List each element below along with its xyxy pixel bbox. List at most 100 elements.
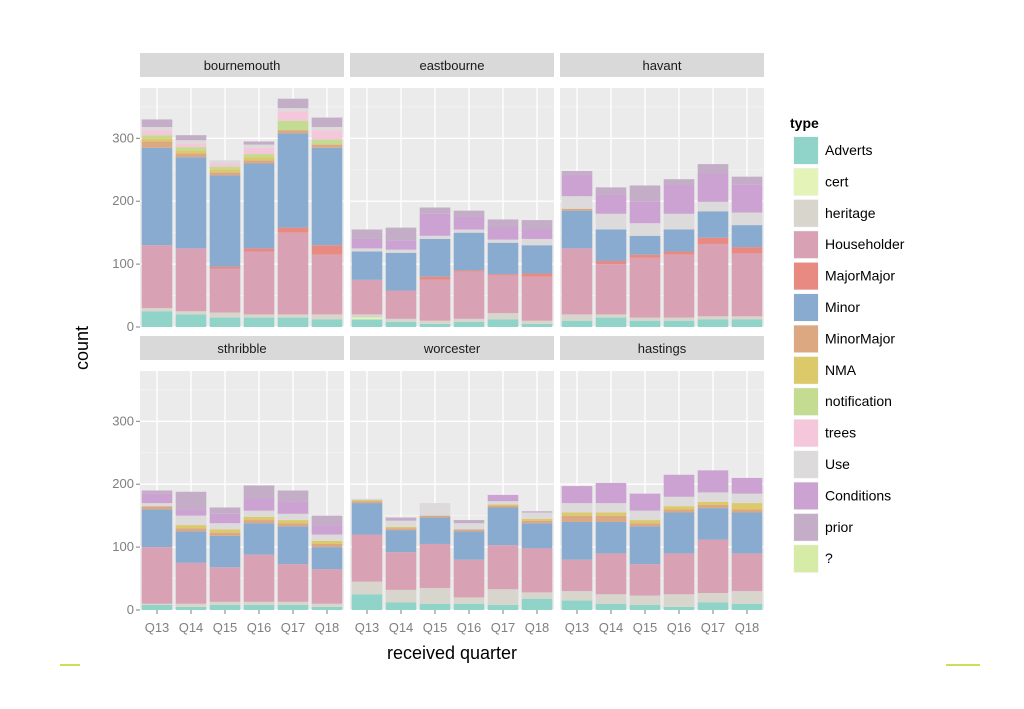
bar-segment-havant-Q13-minor <box>561 210 593 249</box>
y-tick-label: 200 <box>112 193 134 208</box>
legend-swatch <box>794 294 818 321</box>
bar-segment-worcester-Q15-heritage <box>419 587 451 604</box>
bar-segment-worcester-Q17-conditions <box>487 494 519 502</box>
bar-segment-worcester-Q14-nma <box>385 526 417 529</box>
bar-segment-sthribble-Q18-adverts <box>311 606 343 610</box>
x-tick-label: Q15 <box>633 620 658 635</box>
x-axis-title: received quarter <box>387 643 517 663</box>
bar-segment-sthribble-Q15-nma <box>209 529 241 533</box>
bar-segment-havant-Q13-prior <box>561 171 593 175</box>
bar-segment-bournemouth-Q16-prior <box>243 141 275 145</box>
bar-segment-sthribble-Q16-prior <box>243 485 275 499</box>
bar-segment-bournemouth-Q14-adverts <box>175 314 207 327</box>
bar-segment-bournemouth-Q13-use <box>141 126 173 131</box>
bar-segment-sthribble-Q15-conditions <box>209 513 241 524</box>
bar-segment-sthribble-Q18-nma <box>311 540 343 544</box>
bar-segment-bournemouth-Q15-minor <box>209 175 241 267</box>
legend-item-prior: prior <box>792 512 853 543</box>
bar-segment-bournemouth-Q15-minormajor <box>209 172 241 176</box>
bar-segment-eastbourne-Q16-heritage <box>453 318 485 322</box>
bar-segment-bournemouth-Q17-householder <box>277 232 309 315</box>
bar-segment-bournemouth-Q13-notification <box>141 135 173 139</box>
x-tick-label: Q13 <box>145 620 170 635</box>
bar-segment-havant-Q14-prior <box>595 187 627 195</box>
bar-segment-worcester-Q17-minor <box>487 507 519 546</box>
strip-label-hastings: hastings <box>638 341 687 356</box>
legend-swatch <box>794 388 818 416</box>
panel-background <box>140 88 344 327</box>
bar-segment-bournemouth-Q15-use <box>209 160 241 164</box>
bar-segment-eastbourne-Q13-conditions <box>351 238 383 249</box>
legend-item-conditions: Conditions <box>792 480 891 511</box>
x-tick-label: Q17 <box>701 620 726 635</box>
bar-segment-worcester-Q16-heritage <box>453 597 485 604</box>
bar-segment-havant-Q17-adverts <box>697 319 729 327</box>
bar-segment-havant-Q16-heritage <box>663 317 695 321</box>
x-tick-label: Q14 <box>599 620 624 635</box>
strip-hastings <box>560 336 764 360</box>
x-tick-label: Q14 <box>179 620 204 635</box>
bar-segment-bournemouth-Q16-adverts <box>243 317 275 327</box>
bar-segment-bournemouth-Q18-minormajor <box>311 144 343 148</box>
bar-segment-hastings-Q17-minor <box>697 508 729 540</box>
bar-segment-sthribble-Q15-heritage <box>209 601 241 605</box>
bar-segment-sthribble-Q16-householder <box>243 554 275 602</box>
bar-segment-eastbourne-Q17-prior <box>487 219 519 227</box>
bar-segment-sthribble-Q14-adverts <box>175 606 207 610</box>
bar-segment-sthribble-Q13-use <box>141 503 173 507</box>
bar-segment-eastbourne-Q17-householder <box>487 275 519 314</box>
bar-segment-bournemouth-Q15-majormajor <box>209 266 241 269</box>
bar-segment-havant-Q15-conditions <box>629 201 661 224</box>
bar-segment-havant-Q18-prior <box>731 176 763 185</box>
bar-segment-bournemouth-Q13-minormajor <box>141 141 173 148</box>
x-tick-label: Q15 <box>213 620 238 635</box>
bar-segment-worcester-Q17-use <box>487 501 519 505</box>
bar-segment-eastbourne-Q15-prior <box>419 207 451 214</box>
panel-background <box>350 88 554 327</box>
legend-item-notification: notification <box>792 386 892 417</box>
bar-segment-hastings-Q18-nma <box>731 503 763 510</box>
bar-segment-hastings-Q17-minormajor <box>697 504 729 509</box>
bar-segment-eastbourne-Q17-majormajor <box>487 274 519 276</box>
bar-segment-hastings-Q13-use <box>561 503 593 513</box>
bar-segment-sthribble-Q18-heritage <box>311 603 343 607</box>
bar-segment-eastbourne-Q13-use <box>351 248 383 252</box>
legend-label: prior <box>825 519 853 535</box>
bar-segment-havant-Q13-heritage <box>561 314 593 321</box>
legend-swatch <box>794 325 818 353</box>
bar-segment-sthribble-Q15-adverts <box>209 604 241 610</box>
legend-label: Minor <box>825 299 860 315</box>
bar-segment-bournemouth-Q18-minor <box>311 147 343 246</box>
y-tick-label: 0 <box>127 602 134 617</box>
bar-segment-hastings-Q18-minor <box>731 512 763 554</box>
bar-segment-hastings-Q17-householder <box>697 539 729 594</box>
bar-segment-havant-Q18-majormajor <box>731 247 763 254</box>
bar-segment-sthribble-Q17-heritage <box>277 601 309 605</box>
bar-segment-havant-Q15-householder <box>629 257 661 318</box>
legend-item-trees: trees <box>792 418 856 449</box>
bar-segment-bournemouth-Q16-minor <box>243 163 275 249</box>
bar-segment-bournemouth-Q17-heritage <box>277 314 309 318</box>
bar-segment-worcester-Q16-use <box>453 523 485 530</box>
bar-segment-worcester-Q13-minormajor <box>351 501 383 504</box>
bar-segment-eastbourne-Q15-conditions <box>419 213 451 236</box>
bar-segment-eastbourne-Q14-minor <box>385 252 417 291</box>
bar-segment-worcester-Q18-nma <box>521 518 553 521</box>
bar-segment-eastbourne-Q15-householder <box>419 279 451 321</box>
bar-segment-bournemouth-Q13-minor <box>141 147 173 246</box>
bar-segment-eastbourne-Q17-heritage <box>487 313 519 320</box>
bar-segment-havant-Q13-use <box>561 196 593 209</box>
bar-segment-bournemouth-Q17-adverts <box>277 317 309 327</box>
bar-segment-havant-Q18-conditions <box>731 184 763 213</box>
strip-label-bournemouth: bournemouth <box>204 58 281 73</box>
bar-segment-bournemouth-Q16-notification <box>243 154 275 158</box>
x-tick-label: Q17 <box>281 620 306 635</box>
bar-segment-worcester-Q18-minor <box>521 523 553 549</box>
bar-segment-hastings-Q13-conditions <box>561 486 593 504</box>
bar-segment-bournemouth-Q14-use <box>175 140 207 144</box>
bar-segment-sthribble-Q15-use <box>209 523 241 530</box>
bar-segment-hastings-Q18-conditions <box>731 477 763 494</box>
bar-segment-sthribble-Q16-use <box>243 510 275 517</box>
legend-swatch <box>794 356 818 384</box>
bar-segment-bournemouth-Q15-trees <box>209 163 241 167</box>
